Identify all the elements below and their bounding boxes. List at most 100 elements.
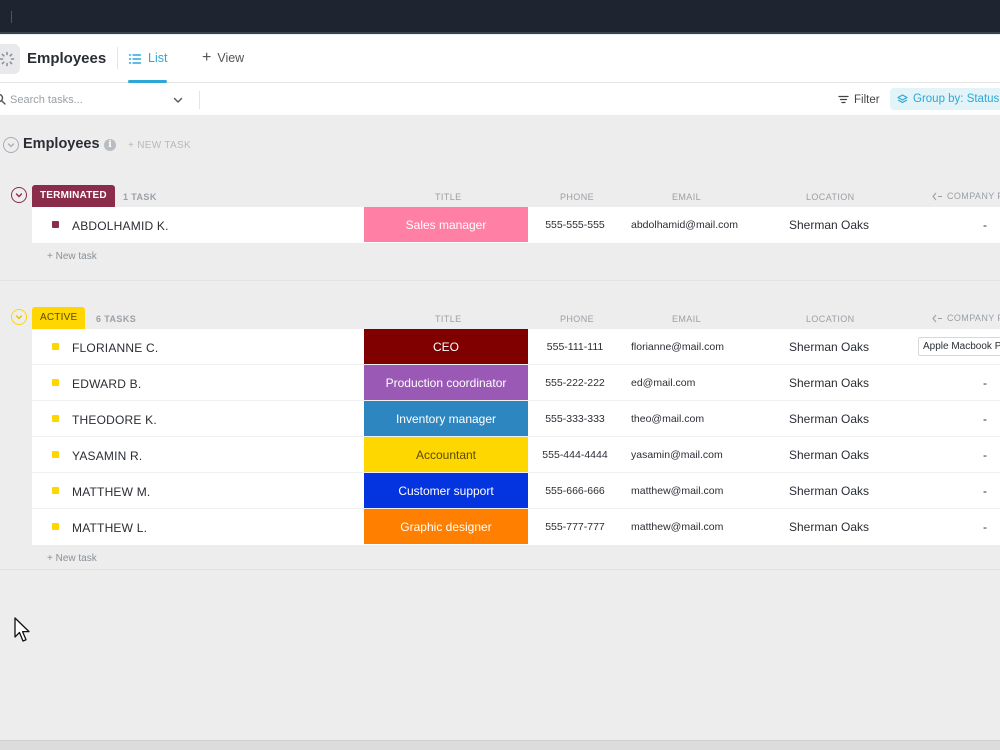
title-cell[interactable]: Sales manager [364,207,528,242]
status-square-icon[interactable] [52,415,59,422]
search-icon [0,93,6,105]
title-cell[interactable]: Production coordinator [364,365,528,400]
company-cell[interactable]: - [983,218,987,232]
phone-cell[interactable]: 555-666-666 [545,485,605,497]
status-square-icon[interactable] [52,221,59,228]
title-cell[interactable]: Customer support [364,473,528,508]
email-cell[interactable]: florianne@mail.com [631,341,724,353]
phone-cell[interactable]: 555-111-111 [546,341,604,353]
new-task-button[interactable]: + New task [47,553,97,564]
filter-button[interactable]: Filter [838,91,880,108]
status-badge[interactable]: TERMINATED [32,185,115,207]
table-row[interactable]: THEODORE K. Inventory manager 555-333-33… [32,401,1000,437]
column-header-location[interactable]: LOCATION [806,192,855,202]
active-tab-indicator [128,80,168,83]
phone-cell[interactable]: 555-777-777 [545,521,605,533]
table-row[interactable]: MATTHEW M. Customer support 555-666-666 … [32,473,1000,509]
group-collapse-toggle[interactable] [11,187,27,203]
table-row[interactable]: FLORIANNE C. CEO 555-111-111 florianne@m… [32,329,1000,365]
column-header-email[interactable]: EMAIL [672,192,702,202]
email-cell[interactable]: theo@mail.com [631,413,705,425]
email-cell[interactable]: yasamin@mail.com [631,449,723,461]
page-title: Employees [27,50,107,67]
space-loading-icon[interactable] [0,44,20,74]
top-bar-divider [11,11,12,23]
group-by-label: Group by: Status [913,93,1000,105]
group-divider [0,280,1000,281]
phone-cell[interactable]: 555-555-555 [545,219,605,231]
tab-list-label: List [148,51,168,65]
title-cell[interactable]: Graphic designer [364,509,528,544]
filter-icon [838,95,849,104]
status-square-icon[interactable] [52,451,59,458]
company-tag[interactable]: Apple Macbook Pro [918,337,1000,356]
task-name[interactable]: THEODORE K. [72,413,157,427]
info-icon[interactable]: i [104,139,116,151]
email-cell[interactable]: ed@mail.com [631,377,696,389]
status-square-icon[interactable] [52,343,59,350]
column-header-company[interactable]: COMPANY P [932,191,1000,201]
status-square-icon[interactable] [52,523,59,530]
task-name[interactable]: YASAMIN R. [72,449,143,463]
email-cell[interactable]: matthew@mail.com [631,485,724,497]
list-title: Employees [23,136,100,152]
column-header-phone[interactable]: PHONE [560,192,595,202]
table-row[interactable]: EDWARD B. Production coordinator 555-222… [32,365,1000,401]
task-rows: ABDOLHAMID K. Sales manager 555-555-555 … [32,207,1000,243]
company-cell[interactable]: - [983,448,987,462]
company-cell[interactable]: - [983,376,987,390]
location-cell[interactable]: Sherman Oaks [789,412,870,426]
title-cell[interactable]: Inventory manager [364,401,528,436]
dropdown-field-icon [932,314,942,322]
status-square-icon[interactable] [52,487,59,494]
mouse-cursor-icon [14,617,30,642]
add-view-button[interactable]: + View [202,50,244,66]
chevron-down-icon [7,143,15,148]
location-cell[interactable]: Sherman Oaks [789,376,870,390]
chevron-down-icon[interactable] [172,94,184,106]
column-header-email[interactable]: EMAIL [672,314,702,324]
list-toolbar: Filter Group by: Status [0,83,1000,115]
location-cell[interactable]: Sherman Oaks [789,218,870,232]
new-task-button[interactable]: + NEW TASK [128,140,191,151]
table-row[interactable]: YASAMIN R. Accountant 555-444-4444 yasam… [32,437,1000,473]
column-header-company[interactable]: COMPANY P [932,313,1000,323]
task-name[interactable]: ABDOLHAMID K. [72,219,169,233]
title-cell[interactable]: Accountant [364,437,528,472]
location-cell[interactable]: Sherman Oaks [789,484,870,498]
new-task-button[interactable]: + New task [47,251,97,262]
column-header-phone[interactable]: PHONE [560,314,595,324]
task-rows: FLORIANNE C. CEO 555-111-111 florianne@m… [32,329,1000,545]
filter-label: Filter [854,93,880,106]
horizontal-scrollbar[interactable] [0,740,1000,750]
email-cell[interactable]: abdolhamid@mail.com [631,219,738,231]
list-icon [128,54,142,64]
task-name[interactable]: EDWARD B. [72,377,142,391]
search-input[interactable] [10,92,160,108]
location-cell[interactable]: Sherman Oaks [789,340,870,354]
location-cell[interactable]: Sherman Oaks [789,520,870,534]
group-by-button[interactable]: Group by: Status [890,88,1000,110]
phone-cell[interactable]: 555-222-222 [545,377,605,389]
tab-list[interactable]: List [128,35,168,83]
phone-cell[interactable]: 555-333-333 [545,413,605,425]
list-collapse-toggle[interactable] [3,137,19,153]
title-cell[interactable]: CEO [364,329,528,364]
table-row[interactable]: MATTHEW L. Graphic designer 555-777-777 … [32,509,1000,545]
column-header-location[interactable]: LOCATION [806,314,855,324]
task-name[interactable]: MATTHEW M. [72,485,151,499]
email-cell[interactable]: matthew@mail.com [631,521,724,533]
phone-cell[interactable]: 555-444-4444 [542,449,608,461]
company-cell[interactable]: - [983,412,987,426]
group-collapse-toggle[interactable] [11,309,27,325]
status-square-icon[interactable] [52,379,59,386]
table-row[interactable]: ABDOLHAMID K. Sales manager 555-555-555 … [32,207,1000,243]
location-cell[interactable]: Sherman Oaks [789,448,870,462]
task-name[interactable]: FLORIANNE C. [72,341,159,355]
company-cell[interactable]: - [983,484,987,498]
company-cell[interactable]: - [983,520,987,534]
column-header-title[interactable]: TITLE [435,192,462,202]
status-badge[interactable]: ACTIVE [32,307,86,329]
task-name[interactable]: MATTHEW L. [72,521,148,535]
column-header-title[interactable]: TITLE [435,314,462,324]
